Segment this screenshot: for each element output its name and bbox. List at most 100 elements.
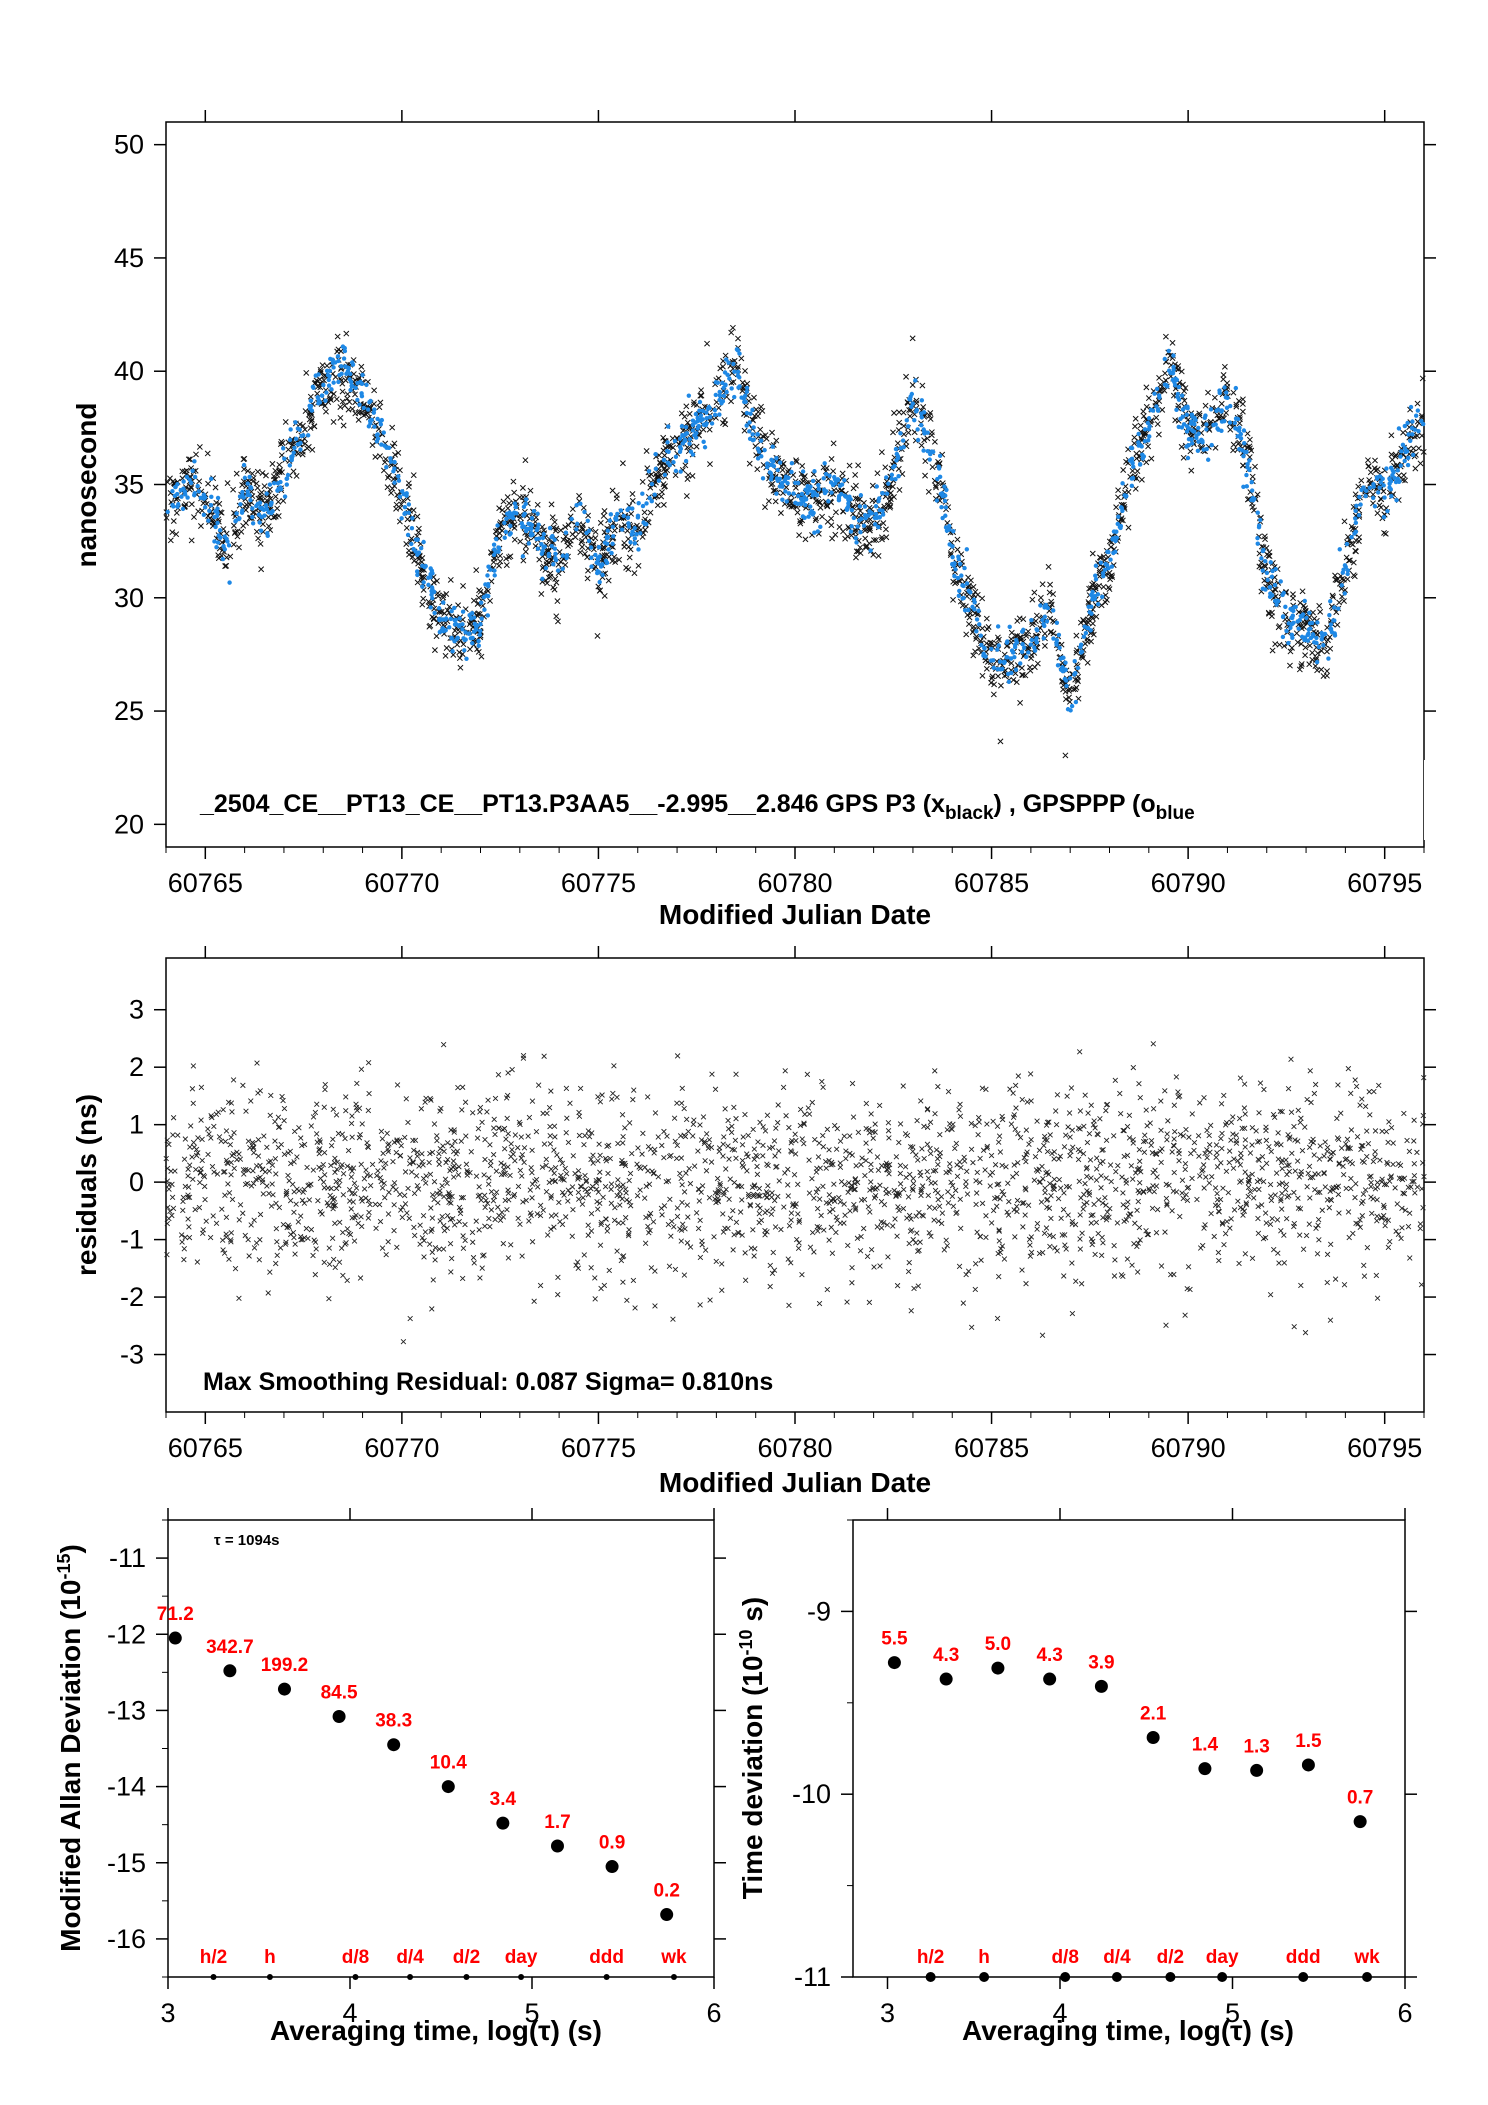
gpsppp-point (208, 502, 214, 508)
gps-p3-point (722, 352, 729, 359)
gps-p3-point (234, 528, 241, 535)
residual-point (498, 1160, 504, 1166)
gpsppp-point (215, 506, 220, 511)
gps-p3-point (241, 503, 248, 510)
residual-point (744, 1168, 750, 1174)
gps-p3-point (828, 522, 835, 529)
residual-point (186, 1224, 192, 1230)
gps-p3-point (269, 460, 276, 467)
gps-p3-point (386, 472, 392, 479)
gpsppp-point (1067, 676, 1073, 681)
gps-p3-point (1254, 491, 1261, 498)
gps-p3-point (527, 487, 534, 494)
gps-p3-point (742, 367, 749, 374)
gps-p3-point (1120, 467, 1127, 473)
residual-point (337, 1177, 343, 1184)
gps-p3-point (263, 472, 269, 479)
gpsppp-point (956, 593, 962, 599)
residual-point (1321, 1170, 1327, 1177)
residual-point (1143, 1107, 1149, 1113)
gpsppp-point (248, 485, 253, 490)
residual-point (444, 1180, 450, 1187)
gpsppp-point (1189, 437, 1194, 442)
residual-point (785, 1182, 791, 1188)
residual-point (630, 1096, 636, 1103)
residual-point (1067, 1153, 1073, 1159)
gps-p3-point (344, 391, 351, 398)
gps-p3-point (304, 445, 311, 452)
gpsppp-point (282, 494, 288, 499)
gpsppp-point (336, 379, 341, 385)
gpsppp-point (780, 497, 785, 502)
gpsppp-point (857, 518, 862, 523)
residual-point (1014, 1197, 1021, 1204)
gps-p3-point (931, 438, 938, 445)
residual-point (1411, 1172, 1418, 1179)
gpsppp-point (1390, 468, 1395, 473)
residual-point (671, 1115, 678, 1121)
gps-p3-point (1115, 494, 1121, 501)
gpsppp-point (775, 467, 780, 473)
gpsppp-point (236, 516, 242, 522)
gps-p3-point (436, 608, 443, 615)
gps-p3-point (1367, 469, 1374, 476)
gpsppp-point (1195, 448, 1201, 453)
gpsppp-point (452, 605, 457, 611)
residual-point (945, 1189, 951, 1195)
gpsppp-point (192, 459, 197, 464)
gpsppp-point (1201, 447, 1206, 452)
residual-point (228, 1134, 234, 1141)
gps-p3-point (457, 664, 464, 671)
gpsppp-point (1396, 426, 1402, 431)
gpsppp-point (582, 509, 587, 515)
residual-point (398, 1142, 404, 1149)
residual-point (262, 1169, 268, 1175)
gpsppp-point (1319, 630, 1324, 636)
residual-point (956, 1263, 963, 1270)
gps-p3-point (414, 513, 421, 520)
residual-point (645, 1168, 651, 1174)
gpsppp-point (849, 524, 854, 529)
residual-point (1080, 1206, 1086, 1212)
gpsppp-point (1216, 407, 1221, 412)
gpsppp-point (982, 645, 987, 651)
gps-p3-point (585, 512, 592, 519)
gps-p3-point (1020, 616, 1027, 623)
gps-p3-point (339, 398, 346, 405)
gpsppp-point (584, 530, 589, 536)
gps-p3-point (1324, 668, 1331, 675)
residual-point (1084, 1173, 1090, 1180)
gpsppp-point (1402, 458, 1407, 464)
residual-point (612, 1204, 618, 1211)
residual-point (1175, 1089, 1181, 1095)
gps-p3-point (983, 640, 990, 647)
residual-point (1241, 1105, 1248, 1111)
gpsppp-point (1018, 661, 1023, 666)
residual-point (553, 1212, 559, 1218)
gpsppp-point (402, 504, 408, 510)
gpsppp-point (327, 373, 332, 379)
gps-p3-point (339, 388, 346, 395)
gps-p3-point (504, 505, 511, 512)
residual-point (773, 1125, 779, 1131)
residual-point (1316, 1156, 1323, 1162)
gpsppp-point (816, 483, 821, 488)
residual-point (485, 1181, 492, 1187)
gps-p3-point (384, 484, 391, 491)
residual-point (430, 1277, 436, 1283)
residual-point (353, 1185, 360, 1191)
gps-p3-point (460, 641, 467, 648)
gps-p3-point (1205, 389, 1211, 396)
gpsppp-point (1005, 639, 1010, 644)
gpsppp-point (298, 447, 303, 452)
gps-p3-point (1041, 630, 1048, 637)
gps-p3-point (1290, 591, 1296, 598)
gpsppp-point (964, 581, 970, 586)
gps-p3-point (721, 417, 728, 423)
residual-point (314, 1101, 320, 1107)
gps-p3-point (852, 482, 859, 489)
gpsppp-point (1261, 547, 1266, 553)
gpsppp-point (1209, 442, 1214, 448)
gpsppp-point (1086, 604, 1091, 610)
residual-point (699, 1242, 705, 1248)
